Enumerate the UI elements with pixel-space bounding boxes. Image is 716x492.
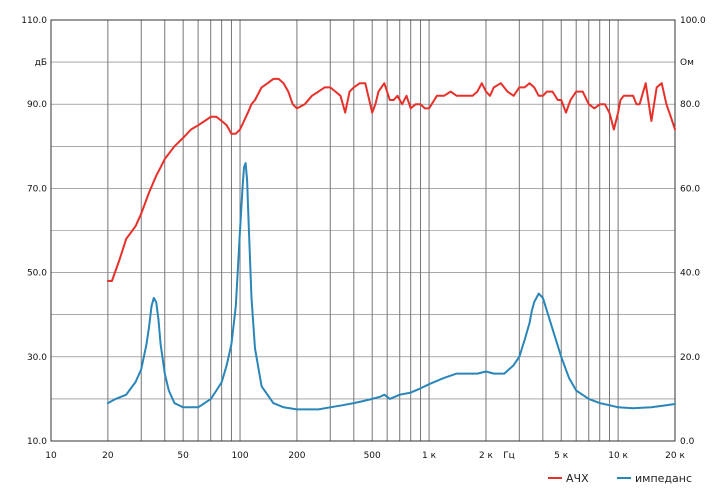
y-tick-label: 70.0 <box>27 184 47 194</box>
x-tick-label: 100 <box>231 451 248 461</box>
y-tick-label: 110.0 <box>21 16 47 26</box>
plot-frame <box>50 19 676 442</box>
legend: АЧХ импеданс <box>548 472 692 485</box>
series-line-impedance <box>106 162 676 411</box>
x-tick-labels: 10 20 50 100 200 500 1 к 2 к 5 к 10 к 20 к <box>45 451 685 461</box>
x-tick-label: 5 к <box>554 451 569 461</box>
x-tick-label: 500 <box>364 451 381 461</box>
legend-label-impedance: импеданс <box>635 472 692 485</box>
x-tick-label: 10 <box>45 451 57 461</box>
y2-tick-label: 80.0 <box>680 100 700 110</box>
y2-tick-label: 60.0 <box>680 184 700 194</box>
series-layer <box>106 77 676 411</box>
x-tick-label: 10 к <box>608 451 628 461</box>
y-tick-label: 50.0 <box>27 269 47 279</box>
x-tick-label: 20 <box>102 451 114 461</box>
y-tick-label: 90.0 <box>27 100 47 110</box>
y-tick-label: 10.0 <box>27 437 47 447</box>
series-line-response <box>106 77 676 282</box>
y2-tick-label: Ом <box>680 58 694 68</box>
y2-tick-label: 0.0 <box>680 437 695 447</box>
y-gridlines <box>51 61 675 400</box>
y-tick-labels: 110.0 дБ 90.0 70.0 50.0 30.0 10.0 <box>21 16 47 447</box>
x-unit-label: Гц <box>503 451 515 461</box>
y2-tick-labels: 100.0 Ом 80.0 60.0 40.0 20.0 0.0 <box>680 16 706 447</box>
y2-tick-label: 40.0 <box>680 269 700 279</box>
x-tick-label: 200 <box>288 451 305 461</box>
y2-tick-label: 20.0 <box>680 353 700 363</box>
x-tick-label: 50 <box>177 451 189 461</box>
x-tick-label: 1 к <box>422 451 437 461</box>
y2-tick-label: 100.0 <box>680 16 706 26</box>
y-tick-label: дБ <box>35 58 47 68</box>
x-tick-label: 20 к <box>665 451 685 461</box>
x-tick-label: 2 к <box>479 451 494 461</box>
legend-label-response: АЧХ <box>566 472 589 485</box>
y-tick-label: 30.0 <box>27 353 47 363</box>
